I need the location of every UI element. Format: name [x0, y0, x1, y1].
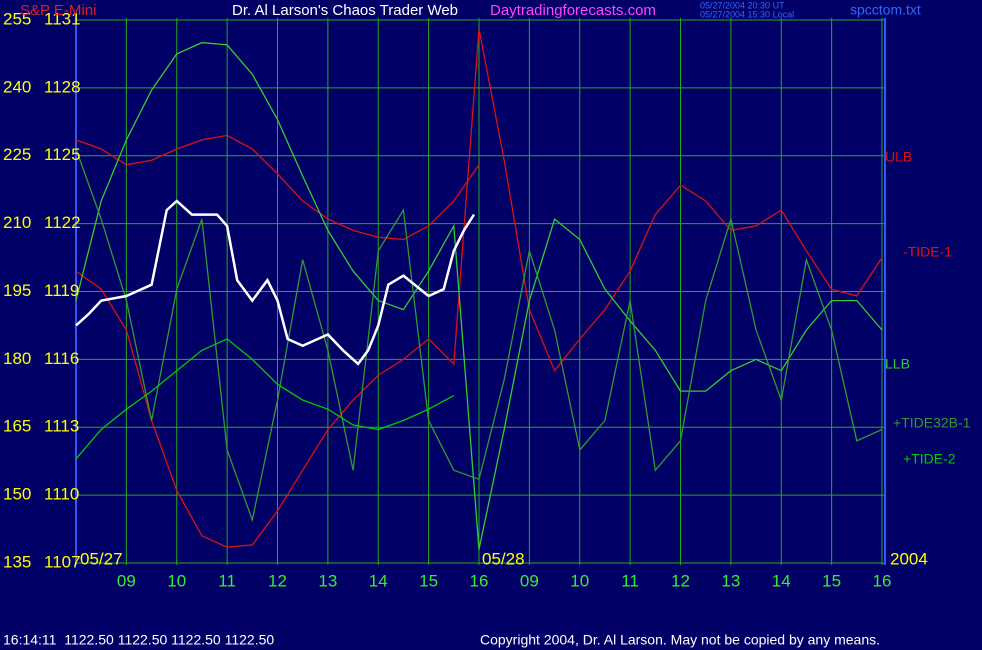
timestamp: 05/27/2004 20:30 UT: [700, 0, 785, 10]
legend-label: LLB: [885, 356, 910, 372]
y2-tick-label: 240: [3, 77, 31, 96]
website: Daytradingforecasts.com: [490, 2, 656, 19]
copyright: Copyright 2004, Dr. Al Larson. May not b…: [480, 632, 880, 648]
y2-tick-label: 165: [3, 417, 31, 436]
date-label: 05/27: [80, 549, 123, 568]
x-tick-label: 15: [419, 571, 438, 590]
y2-tick-label: 135: [3, 552, 31, 571]
y-tick-label: 1128: [44, 77, 81, 96]
labels: 1107111011131116111911221125112811311351…: [3, 9, 971, 590]
y-tick-label: 1122: [44, 213, 81, 232]
y2-tick-label: 255: [3, 9, 31, 28]
date-label: 2004: [890, 549, 928, 568]
legend-label: ULB: [885, 149, 912, 165]
y2-tick-label: 180: [3, 349, 31, 368]
timestamp: 05/27/2004 15:30 Local: [700, 9, 794, 19]
status-line: 16:14:11 1122.50 1122.50 1122.50 1122.50: [3, 632, 274, 648]
y2-tick-label: 195: [3, 281, 31, 300]
x-tick-label: 13: [318, 571, 337, 590]
y2-tick-label: 150: [3, 485, 31, 504]
x-tick-label: 12: [671, 571, 690, 590]
x-tick-label: 11: [218, 571, 236, 590]
x-tick-label: 13: [721, 571, 740, 590]
legend-label: -TIDE-1: [903, 244, 952, 260]
chart-title: Dr. Al Larson's Chaos Trader Web: [232, 2, 458, 19]
y-tick-label: 1116: [44, 349, 79, 368]
date-label: 05/28: [482, 549, 525, 568]
legend-label: +TIDE-2: [903, 451, 956, 467]
x-tick-label: 16: [470, 571, 489, 590]
x-tick-label: 15: [822, 571, 841, 590]
y-tick-label: 1119: [44, 281, 79, 300]
series-line: [75, 338, 455, 460]
y-tick-label: 1110: [44, 485, 79, 504]
x-tick-label: 10: [570, 571, 589, 590]
y2-tick-label: 225: [3, 145, 31, 164]
x-tick-label: 16: [873, 571, 892, 590]
y-tick-label: 1131: [44, 9, 81, 28]
instrument: S&P E-Mini: [20, 2, 96, 19]
x-tick-label: 09: [117, 571, 136, 590]
x-tick-label: 14: [369, 571, 388, 590]
y-tick-label: 1107: [44, 552, 81, 571]
x-tick-label: 14: [772, 571, 791, 590]
x-tick-label: 11: [621, 571, 639, 590]
series-line: [75, 148, 883, 523]
series-line: [75, 41, 883, 550]
x-tick-label: 10: [167, 571, 186, 590]
series-line: [75, 28, 883, 548]
x-tick-label: 09: [520, 571, 539, 590]
series-lines: [75, 28, 883, 550]
series-line: [75, 199, 476, 366]
legend-label: +TIDE32B-1: [893, 415, 971, 431]
y-tick-label: 1113: [44, 417, 79, 436]
file-name: spcctom.txt: [850, 2, 921, 18]
x-tick-label: 12: [268, 571, 287, 590]
y-tick-label: 1125: [44, 145, 81, 164]
series-line: [75, 134, 480, 241]
y2-tick-label: 210: [3, 213, 31, 232]
